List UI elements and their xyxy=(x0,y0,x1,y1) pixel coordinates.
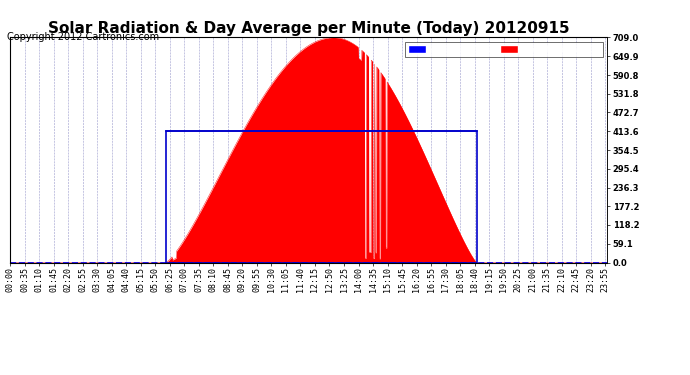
Legend: Median (W/m2), Radiation (W/m2): Median (W/m2), Radiation (W/m2) xyxy=(405,42,602,57)
Title: Solar Radiation & Day Average per Minute (Today) 20120915: Solar Radiation & Day Average per Minute… xyxy=(48,21,569,36)
Text: Copyright 2012 Cartronics.com: Copyright 2012 Cartronics.com xyxy=(7,32,159,42)
Bar xyxy=(166,131,477,262)
